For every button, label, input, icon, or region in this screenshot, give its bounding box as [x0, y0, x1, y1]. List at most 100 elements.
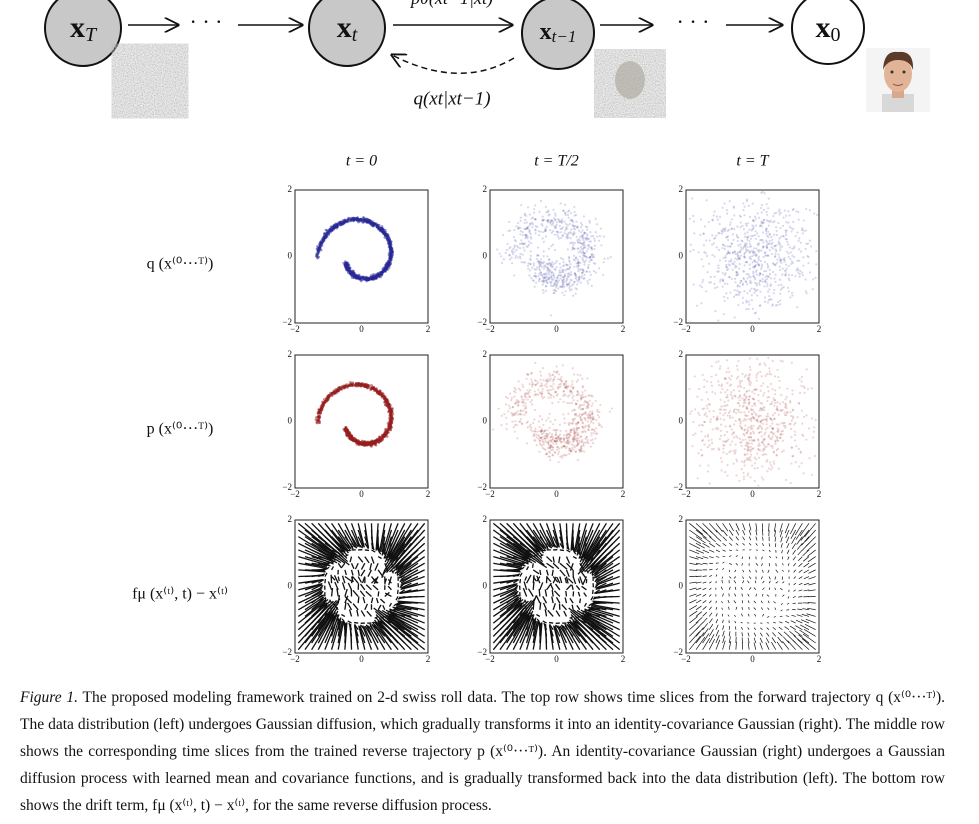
sample-point	[537, 254, 540, 257]
sample-point	[530, 237, 533, 240]
sample-point	[709, 420, 712, 423]
sample-point	[519, 226, 522, 230]
sample-point	[504, 251, 507, 255]
sample-point	[746, 198, 749, 201]
sample-point	[544, 229, 547, 232]
sample-point	[520, 395, 523, 398]
sample-point	[723, 247, 726, 251]
sample-point	[742, 419, 745, 422]
sample-point	[747, 235, 750, 238]
sample-point	[559, 455, 562, 458]
sample-point	[552, 442, 555, 445]
sample-point	[717, 248, 721, 252]
sample-point	[589, 240, 592, 243]
sample-point	[375, 439, 378, 443]
sample-point	[731, 397, 734, 400]
sample-point	[367, 221, 370, 224]
sample-point	[387, 260, 391, 264]
sample-point	[508, 247, 511, 250]
sample-point	[779, 268, 782, 272]
sample-point	[561, 264, 565, 268]
sample-point	[760, 222, 763, 225]
sample-point	[697, 411, 700, 414]
sample-point	[770, 298, 773, 301]
sample-point	[783, 258, 786, 262]
sample-point	[579, 416, 582, 419]
sample-point	[752, 432, 755, 435]
sample-point	[525, 227, 528, 231]
sample-point	[730, 218, 734, 221]
sample-point	[566, 264, 569, 267]
sample-point	[598, 410, 601, 414]
sample-point	[753, 265, 756, 268]
sample-point	[581, 390, 584, 394]
sample-point	[808, 457, 811, 460]
sample-point	[561, 283, 565, 286]
sample-point	[546, 263, 549, 266]
sample-point	[505, 427, 508, 431]
sample-point	[792, 228, 795, 231]
sample-point	[729, 416, 732, 420]
sample-point	[553, 370, 556, 373]
sample-point	[584, 246, 587, 249]
sample-point	[739, 422, 742, 425]
sample-point	[739, 215, 742, 218]
sample-point	[740, 239, 743, 242]
sample-point	[730, 242, 734, 245]
sample-point	[782, 235, 785, 238]
sample-point	[720, 405, 723, 408]
sample-point	[548, 372, 551, 376]
sample-point	[738, 262, 741, 266]
sample-point	[724, 471, 727, 474]
drift-arrow	[331, 566, 335, 571]
sample-point	[554, 428, 557, 431]
sample-point	[565, 434, 568, 437]
sample-point	[744, 244, 747, 247]
sample-point	[562, 277, 566, 280]
sample-point	[541, 280, 545, 283]
sample-point	[589, 231, 592, 234]
sample-point	[550, 223, 553, 226]
sample-point	[746, 453, 749, 456]
sample-point	[589, 410, 592, 413]
sample-point	[725, 266, 728, 269]
sample-point	[756, 261, 759, 264]
sample-point	[540, 382, 543, 385]
sample-point	[738, 293, 741, 296]
sample-point	[739, 279, 742, 283]
sample-point	[549, 262, 552, 265]
sample-point	[703, 378, 706, 381]
sample-point	[805, 368, 808, 371]
sample-point	[750, 234, 753, 238]
sample-point	[781, 439, 784, 442]
sample-point	[721, 246, 724, 250]
sample-point	[761, 221, 764, 224]
sample-point	[539, 199, 543, 203]
sample-point	[565, 445, 568, 448]
sample-point	[785, 395, 788, 399]
sample-point	[797, 218, 800, 221]
sample-point	[553, 276, 556, 279]
sample-point	[568, 268, 571, 271]
sample-point	[758, 444, 761, 447]
sample-point	[577, 270, 580, 273]
sample-point	[598, 267, 601, 270]
x-tick-label: −2	[290, 324, 300, 334]
sample-point	[730, 391, 733, 394]
sample-point	[534, 228, 537, 231]
sample-point	[579, 226, 583, 229]
sample-point	[552, 429, 555, 432]
sample-point	[756, 212, 759, 215]
sample-point	[573, 205, 576, 208]
sample-point	[727, 267, 730, 271]
sample-point	[729, 393, 732, 396]
sample-point	[723, 273, 726, 276]
sample-point	[563, 294, 566, 297]
mouth	[892, 83, 904, 86]
sample-point	[514, 391, 517, 394]
sample-point	[723, 418, 726, 421]
sample-point	[738, 418, 741, 421]
sample-point	[540, 265, 543, 268]
sample-point	[500, 255, 503, 258]
sample-point	[770, 243, 773, 246]
